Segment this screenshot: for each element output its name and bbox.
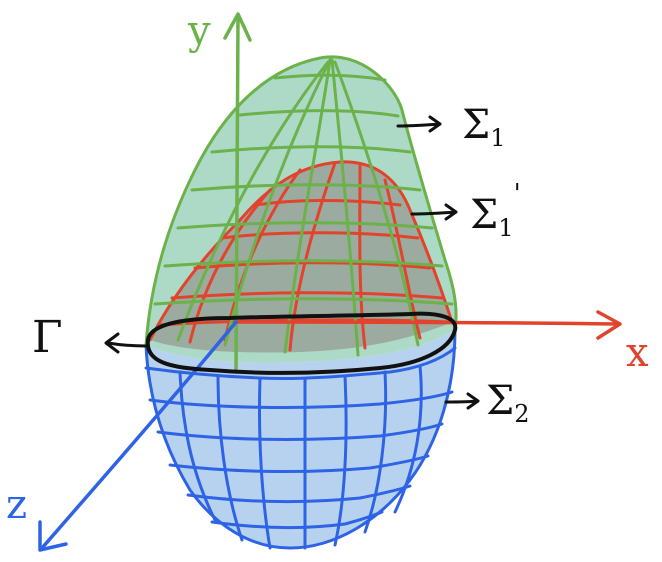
y-axis-label: y xyxy=(187,8,211,54)
y-axis-arrowhead xyxy=(223,12,252,42)
sigma1-prime-arrow xyxy=(410,203,458,221)
sigma1-label: Σ1 xyxy=(462,102,506,152)
x-axis-line xyxy=(234,320,620,326)
z-axis-arrowhead xyxy=(38,520,68,552)
y-axis xyxy=(223,12,252,374)
sigma1-prime-fill xyxy=(150,161,452,353)
x-axis-label: x xyxy=(626,330,649,376)
gamma-label: Γ xyxy=(32,312,63,363)
z-axis-label: z xyxy=(6,482,27,528)
sigma1-prime-label: Σ1' xyxy=(470,179,521,242)
x-axis xyxy=(234,310,622,340)
x-axis-arrowhead xyxy=(596,310,622,340)
sigma2-arrow xyxy=(444,392,480,410)
gamma-arrow xyxy=(104,332,148,354)
boundary-curve-gamma xyxy=(145,311,458,375)
sigma2-label: Σ2 xyxy=(486,378,530,428)
sigma1-grid xyxy=(144,55,458,357)
y-axis-line xyxy=(234,16,240,374)
z-axis xyxy=(38,320,238,552)
sigma1-arrow xyxy=(396,115,442,133)
label-arrows xyxy=(104,115,480,410)
z-axis-line xyxy=(40,320,238,550)
surface-sigma2 xyxy=(144,328,457,550)
